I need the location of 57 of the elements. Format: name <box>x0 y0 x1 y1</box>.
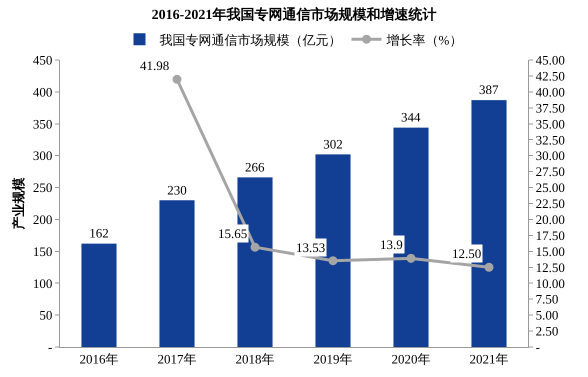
chart-title: 2016-2021年我国专网通信市场规模和增速统计 <box>152 6 436 24</box>
point <box>328 256 338 266</box>
x-tick-label: 2021年 <box>470 352 508 367</box>
y2-tick-label: 15.00 <box>536 244 565 259</box>
y2-tick-label: 20.00 <box>536 212 565 227</box>
y-tick-label: - <box>48 340 52 355</box>
y2-tick-label: - <box>536 340 540 355</box>
point <box>484 262 494 272</box>
y2-tick-label: 37.50 <box>536 100 565 116</box>
y2-tick-label: 30.00 <box>536 148 565 164</box>
y-tick-label: 100 <box>32 276 52 291</box>
data-label: 15.65 <box>218 226 248 241</box>
data-label: 41.98 <box>140 58 170 73</box>
data-label: 266 <box>245 159 265 174</box>
y-tick-label: 250 <box>32 180 52 196</box>
x-tick-label: 2016年 <box>80 352 118 367</box>
bar <box>81 244 117 347</box>
y-axis-title: 产业规模 <box>10 178 26 230</box>
y2-tick-label: 42.50 <box>536 68 565 84</box>
point <box>406 254 416 263</box>
y2-tick-label: 40.00 <box>536 84 565 100</box>
data-label: 13.9 <box>380 237 403 252</box>
y2-tick-label: 12.50 <box>536 260 565 275</box>
y2-tick-label: 10.00 <box>536 276 565 291</box>
data-label: 230 <box>167 182 187 198</box>
data-label: 302 <box>323 136 343 152</box>
y2-tick-label: 25.00 <box>536 180 565 196</box>
y-tick-label: 450 <box>32 52 52 68</box>
y2-tick-label: 45.00 <box>536 52 565 68</box>
y-tick-label: 50 <box>39 308 52 323</box>
y-tick-label: 350 <box>32 116 52 132</box>
legend-label: 我国专网通信市场规模（亿元） <box>160 32 342 48</box>
y2-tick-label: 2.50 <box>536 324 558 339</box>
y2-tick-label: 17.50 <box>536 228 565 243</box>
y-tick-label: 300 <box>32 148 52 164</box>
point <box>172 74 182 84</box>
y2-tick-label: 27.50 <box>536 164 565 180</box>
data-label: 12.50 <box>452 246 482 261</box>
data-label: 387 <box>479 82 499 98</box>
y2-tick-label: 5.00 <box>536 308 558 323</box>
y-tick-label: 400 <box>32 84 52 100</box>
x-tick-label: 2017年 <box>158 352 196 367</box>
y2-tick-label: 32.50 <box>536 132 565 148</box>
x-tick-label: 2020年 <box>392 352 430 367</box>
legend-label: 增长率（%） <box>386 32 462 48</box>
x-tick-label: 2019年 <box>314 352 352 367</box>
data-label: 344 <box>401 110 421 125</box>
y-tick-label: 150 <box>32 244 52 259</box>
data-label: 13.53 <box>296 240 326 255</box>
x-tick-label: 2018年 <box>236 352 274 367</box>
y2-tick-label: 35.00 <box>536 116 565 132</box>
y2-tick-label: 22.50 <box>536 196 565 212</box>
y2-tick-label: 7.50 <box>536 292 558 307</box>
bar <box>159 200 195 347</box>
y-tick-label: 200 <box>32 212 52 227</box>
point <box>250 242 260 252</box>
data-label: 162 <box>89 226 109 241</box>
